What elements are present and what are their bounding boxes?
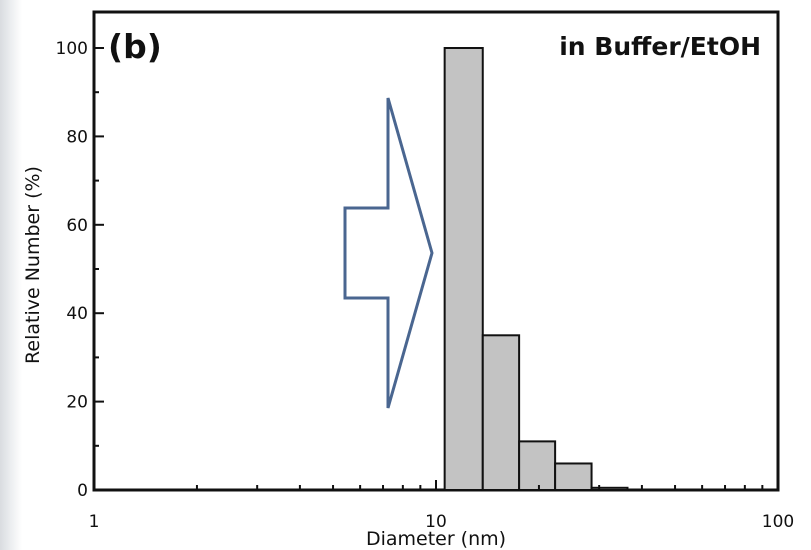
right-arrow-shape — [343, 97, 434, 409]
x-tick-label: 100 — [762, 512, 794, 532]
y-tick-label: 60 — [66, 216, 88, 236]
x-tick-label: 1 — [89, 512, 100, 532]
bar-3 — [518, 440, 557, 492]
y-ticks-group: 0 20 40 60 80 100 — [56, 39, 104, 501]
bar-4 — [554, 462, 593, 492]
y-axis-title: Relative Number (%) — [22, 166, 44, 364]
bar-5 — [590, 486, 629, 492]
panel-label: (b) — [108, 27, 162, 66]
y-tick-label: 100 — [56, 39, 88, 59]
bar-2 — [481, 334, 521, 491]
bar-1 — [443, 47, 484, 491]
y-tick-label: 80 — [66, 127, 88, 147]
x-axis-title: Diameter (nm) — [366, 528, 506, 550]
bars-group — [443, 47, 629, 492]
plot-frame — [92, 10, 780, 492]
sample-condition-label: in Buffer/EtOH — [559, 32, 761, 61]
y-tick-label: 0 — [77, 481, 88, 501]
x-tick-label: 10 — [425, 512, 447, 532]
x-ticks-group: 1 10 100 — [89, 480, 794, 532]
y-tick-label: 40 — [66, 304, 88, 324]
y-tick-label: 20 — [66, 393, 88, 413]
